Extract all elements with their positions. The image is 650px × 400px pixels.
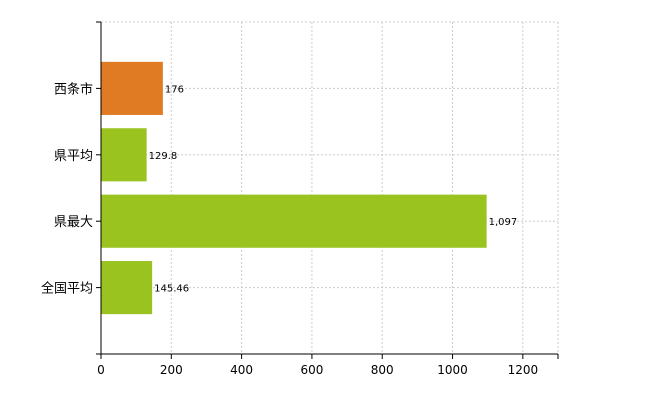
data-label: 176 — [165, 84, 184, 95]
x-tick-label: 1000 — [437, 363, 468, 377]
data-label: 1,097 — [489, 217, 518, 228]
x-tick-label: 400 — [230, 363, 253, 377]
bar — [101, 61, 163, 115]
y-tick-label: 県最大 — [54, 215, 93, 230]
y-tick-label: 県平均 — [54, 149, 93, 164]
data-label: 129.8 — [149, 151, 178, 162]
data-label: 145.46 — [154, 284, 189, 295]
x-tick-label: 600 — [300, 363, 323, 377]
bar — [101, 261, 153, 315]
x-tick-label: 1200 — [508, 363, 539, 377]
x-tick-label: 800 — [371, 363, 394, 377]
y-tick-label: 西条市 — [54, 81, 93, 97]
x-tick-label: 0 — [97, 363, 105, 377]
bar — [101, 128, 147, 182]
y-tick-label: 全国平均 — [41, 281, 93, 297]
bar — [101, 194, 487, 248]
x-tick-label: 200 — [160, 363, 183, 377]
